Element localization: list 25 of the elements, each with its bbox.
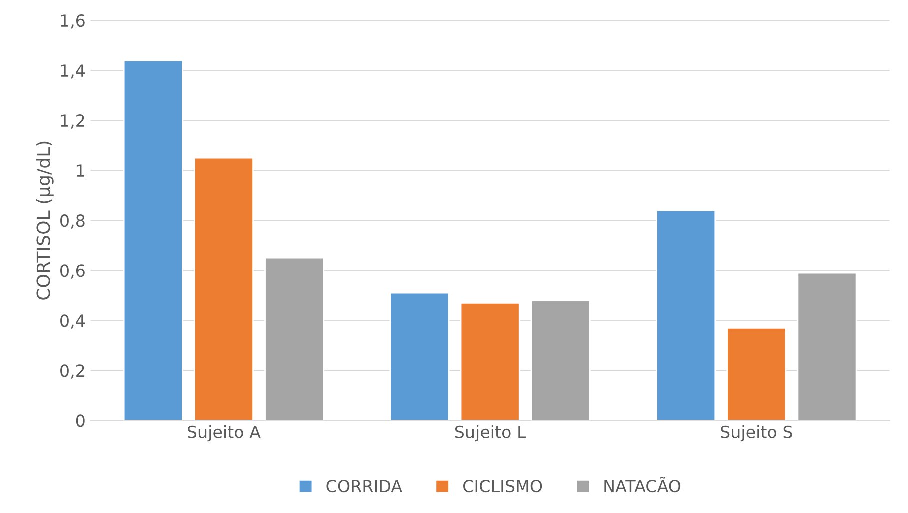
y-tick-label: 1 <box>77 164 84 177</box>
bar <box>194 157 254 421</box>
x-tick-label: Sujeito S <box>721 426 792 442</box>
y-tick-label: 0,2 <box>60 364 84 379</box>
y-tick-label: 1,4 <box>61 64 86 79</box>
bar <box>726 327 787 421</box>
y-tick-label: 0,6 <box>60 264 85 279</box>
legend-label: CICLISMO <box>464 480 542 493</box>
y-tick-label: 0,4 <box>60 314 86 329</box>
bar <box>264 257 325 421</box>
bar <box>460 302 520 421</box>
y-tick-label: 1,6 <box>61 14 85 29</box>
x-tick-label: Sujeito A <box>188 426 261 442</box>
bar <box>656 210 716 421</box>
bar <box>390 292 450 421</box>
bar <box>530 300 591 421</box>
y-axis-title: CORTISOL (µg/dL) <box>36 142 54 300</box>
y-tick-label: 0,8 <box>60 214 85 229</box>
legend-label: NATACÃO <box>604 477 681 493</box>
x-tick-label: Sujeito L <box>455 426 526 442</box>
legend-label: CORRIDA <box>326 480 402 493</box>
y-tick-label: 1,2 <box>61 114 84 129</box>
y-tick-label: 0 <box>76 414 85 428</box>
bar <box>123 60 184 421</box>
bar <box>797 272 858 421</box>
